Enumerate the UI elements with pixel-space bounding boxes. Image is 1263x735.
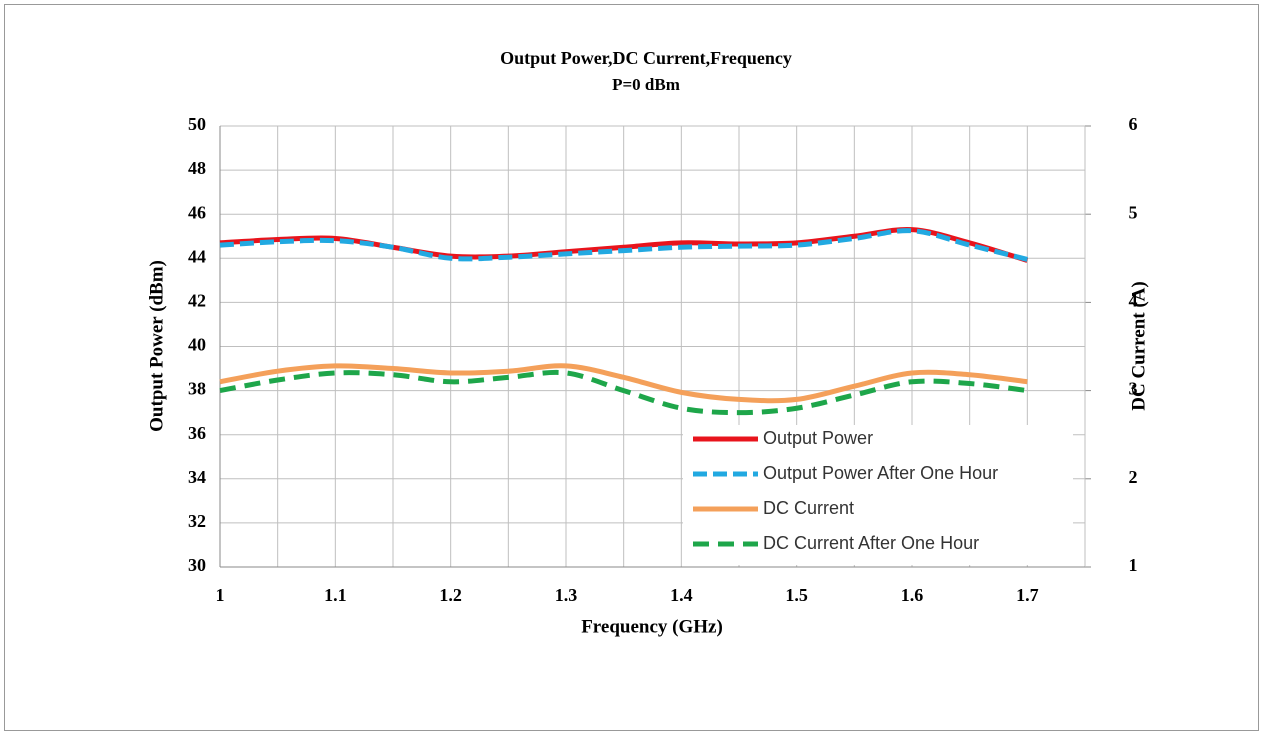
legend-label: Output Power After One Hour xyxy=(763,463,998,483)
y-tick-label: 40 xyxy=(188,335,206,355)
y2-axis-label: DC Current (A) xyxy=(1128,281,1149,410)
y-tick-label: 42 xyxy=(188,291,206,311)
y-tick-label: 32 xyxy=(188,511,206,531)
y2-tick-label: 4 xyxy=(1129,291,1138,311)
y-tick-label: 44 xyxy=(188,246,206,266)
y-tick-label: 30 xyxy=(188,555,206,575)
x-tick-label: 1.3 xyxy=(555,585,578,605)
series-line xyxy=(219,369,1028,416)
x-tick-label: 1.1 xyxy=(324,585,347,605)
x-tick-label: 1.5 xyxy=(785,585,808,605)
y-tick-label: 34 xyxy=(188,467,206,487)
x-axis-label: Frequency (GHz) xyxy=(581,616,723,637)
series-line xyxy=(219,363,1028,404)
y2-tick-label: 6 xyxy=(1129,114,1138,134)
x-tick-label: 1.4 xyxy=(670,585,693,605)
chart-subtitle: P=0 dBm xyxy=(612,75,680,94)
y-tick-label: 46 xyxy=(188,202,206,222)
y2-tick-label: 2 xyxy=(1129,467,1138,487)
y-tick-label: 50 xyxy=(188,114,206,134)
x-tick-label: 1.7 xyxy=(1016,585,1039,605)
y-axis-label: Output Power (dBm) xyxy=(146,260,167,432)
y-tick-label: 38 xyxy=(188,379,206,399)
legend-label: DC Current xyxy=(763,498,854,518)
legend: Output Power Output Power After One Hour D… xyxy=(683,425,1073,565)
y-tick-label: 36 xyxy=(188,423,206,443)
y2-tick-label: 5 xyxy=(1129,202,1138,222)
x-tick-label: 1.2 xyxy=(439,585,462,605)
x-tick-label: 1 xyxy=(216,585,225,605)
legend-label: DC Current After One Hour xyxy=(763,533,979,553)
y2-tick-label: 1 xyxy=(1129,555,1138,575)
chart-title: Output Power,DC Current,Frequency xyxy=(500,48,792,68)
y-tick-label: 48 xyxy=(188,158,206,178)
y2-tick-label: 3 xyxy=(1129,379,1138,399)
legend-label: Output Power xyxy=(763,428,873,448)
x-tick-label: 1.6 xyxy=(901,585,924,605)
series-line xyxy=(219,228,1028,262)
